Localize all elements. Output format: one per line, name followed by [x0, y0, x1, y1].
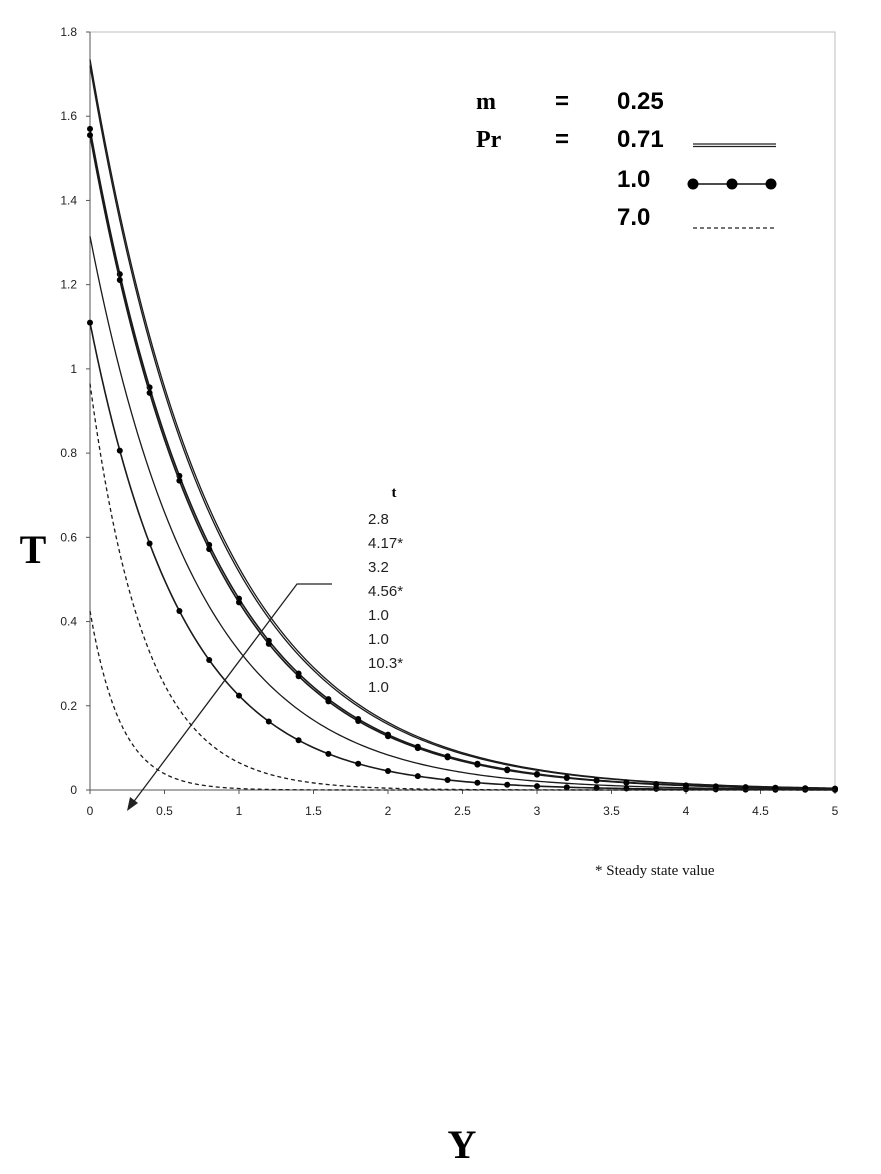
y-tick-label: 1: [70, 362, 77, 376]
x-tick-label: 4: [683, 804, 690, 818]
y-tick-label: 1.8: [60, 25, 77, 39]
y-tick-label: 1.2: [60, 278, 77, 292]
series-line-4: [89, 236, 836, 791]
series-line-0: [89, 65, 836, 789]
y-tick-label: 1.6: [60, 109, 77, 123]
series-5-point: [683, 786, 689, 793]
y-tick-label: 0.6: [60, 530, 77, 544]
steady-state-annotation: * Steady state value: [595, 863, 715, 879]
series-3-point: [87, 132, 93, 139]
series-3-point: [474, 761, 481, 768]
legend-pr-equals: =: [555, 126, 569, 153]
series-layer: [87, 59, 838, 793]
series-5-point: [236, 692, 242, 699]
series-2-point: [87, 125, 93, 132]
series-3-point: [176, 477, 183, 484]
series-5-point: [385, 767, 391, 774]
t-value-2: 3.2: [368, 559, 389, 576]
t-value-5: 1.0: [368, 631, 389, 648]
series-3-point: [236, 599, 242, 606]
x-tick-label: 2.5: [454, 804, 471, 818]
series-3-point: [414, 745, 421, 752]
series-5-point: [295, 737, 302, 744]
series-3-point: [623, 779, 630, 786]
x-tick-label: 4.5: [752, 804, 769, 818]
x-tick-label: 3: [534, 804, 541, 818]
x-tick-label: 0.5: [156, 804, 173, 818]
legend-m-equals: =: [555, 88, 569, 115]
series-5-point: [534, 783, 540, 790]
legend-m-value: 0.25: [617, 88, 664, 115]
series-line-3: [89, 135, 836, 790]
t-value-list: t 2.8 4.17* 3.2 4.56* 1.0 1.0 10.3* 1.0: [368, 485, 403, 696]
y-tick-label: 0.8: [60, 446, 77, 460]
series-5-point: [444, 776, 451, 783]
t-header: t: [392, 485, 397, 501]
series-3-point: [653, 781, 660, 788]
t-value-0: 2.8: [368, 511, 389, 528]
series-line-5: [89, 322, 835, 791]
t-value-4: 1.0: [368, 607, 389, 624]
legend-pr-symbol: Pr: [476, 127, 502, 153]
t-value-3: 4.56*: [368, 583, 403, 600]
y-tick-label: 0: [70, 783, 77, 797]
series-5-point: [265, 718, 272, 725]
series-3-point: [504, 767, 511, 774]
series-line-7: [89, 610, 835, 791]
series-3-point: [295, 673, 302, 680]
legend-entry-label-2: 7.0: [617, 204, 650, 231]
series-3-point: [563, 775, 570, 782]
y-axis-title: T: [20, 527, 47, 572]
t-direction-arrow: [127, 583, 332, 811]
series-5-point: [355, 760, 362, 767]
series-3-point: [355, 717, 362, 724]
series-line-6: [89, 383, 835, 791]
legend-swatch-solid-dots: [687, 178, 777, 190]
legend: m = 0.25 Pr = 0.71 1.0 7.0: [476, 88, 777, 231]
legend-entry-label-0: 0.71: [617, 126, 664, 153]
y-tick-label: 0.4: [60, 615, 77, 629]
series-5-point: [563, 784, 570, 791]
legend-swatch-solid: [693, 143, 776, 148]
series-3-point: [593, 777, 600, 784]
t-value-1: 4.17*: [368, 535, 403, 552]
x-tick-label: 5: [832, 804, 839, 818]
series-5-point: [653, 785, 660, 792]
legend-entry-label-1: 1.0: [617, 166, 650, 193]
plot-area-border: [89, 31, 836, 791]
t-value-7: 1.0: [368, 679, 389, 696]
series-3-point: [534, 771, 540, 778]
series-3-point: [146, 389, 153, 396]
legend-m-symbol: m: [476, 89, 496, 115]
series-5-point: [504, 781, 511, 788]
series-3-point: [325, 698, 332, 705]
series-5-point: [176, 608, 183, 615]
x-tick-label: 1.5: [305, 804, 322, 818]
y-tick-label: 0.2: [60, 699, 77, 713]
y-tick-label: 1.4: [60, 193, 77, 207]
y-axis-ticks: 0 0.2 0.4 0.6 0.8 1 1.2 1.4 1.6 1.8: [60, 25, 90, 797]
series-5-point: [474, 779, 481, 786]
series-5-point: [87, 319, 93, 326]
series-3-point: [206, 546, 213, 553]
series-line-1: [89, 59, 836, 789]
series-5-point: [116, 447, 123, 454]
x-axis-title: Y: [448, 1122, 477, 1167]
series-5-point: [206, 657, 213, 664]
series-3-point: [116, 277, 123, 284]
series-5-point: [325, 750, 332, 757]
series-3-point: [444, 754, 451, 761]
series-5-point: [146, 540, 153, 547]
x-tick-label: 1: [236, 804, 243, 818]
series-5-point: [414, 773, 421, 780]
x-tick-label: 2: [385, 804, 392, 818]
series-3-point: [265, 640, 272, 647]
series-3-point: [385, 733, 391, 740]
x-tick-label: 0: [87, 804, 94, 818]
t-value-6: 10.3*: [368, 655, 403, 672]
x-tick-label: 3.5: [603, 804, 620, 818]
x-axis-ticks: 0 0.5 1 1.5 2 2.5 3 3.5 4 4.5 5: [87, 790, 839, 818]
